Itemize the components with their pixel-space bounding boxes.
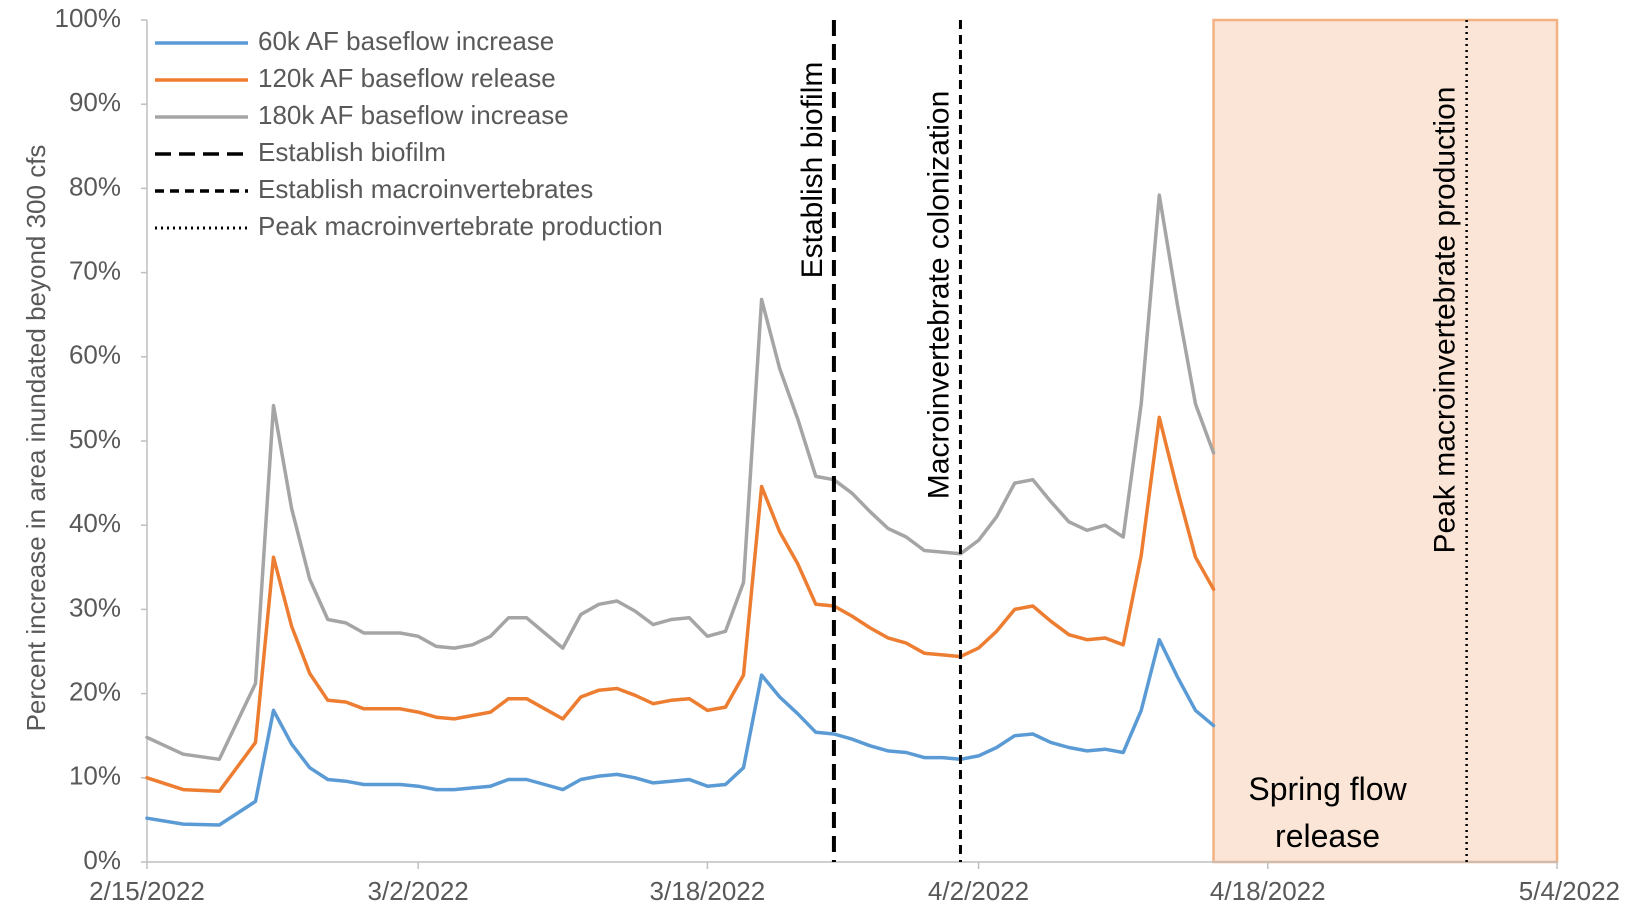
y-tick-label: 30% (69, 592, 121, 622)
x-tick-label: 4/2/2022 (928, 876, 1029, 906)
series-layer (145, 193, 1216, 827)
y-tick-label: 80% (69, 171, 121, 201)
y-tick-label: 60% (69, 340, 121, 370)
y-tick-label: 90% (69, 87, 121, 117)
legend-label-2: 120k AF baseflow release (258, 63, 556, 93)
region-label-line-2: release (1275, 818, 1380, 854)
y-tick-label: 70% (69, 255, 121, 285)
y-tick-label: 40% (69, 508, 121, 538)
legend-label-4: Establish biofilm (258, 137, 446, 167)
x-tick-label: 3/18/2022 (650, 876, 766, 906)
series-line-3 (145, 193, 1216, 762)
y-tick-label: 50% (69, 424, 121, 454)
legend-label-6: Peak macroinvertebrate production (258, 211, 663, 241)
x-tick-label: 4/18/2022 (1210, 876, 1326, 906)
vertical-line-label-2: Macroinvertebrate colonization (922, 91, 955, 500)
legend-label-1: 60k AF baseflow increase (258, 26, 554, 56)
shaded-region-layer: Spring flow release (1212, 18, 1559, 864)
vertical-lines-layer: Establish biofilm Macroinvertebrate colon… (796, 20, 1468, 862)
shaded-region-spring-flow (1212, 18, 1559, 864)
region-label-line-1: Spring flow (1248, 771, 1407, 807)
vertical-line-label-3: Peak macroinvertebrate production (1429, 87, 1462, 554)
legend-label-3: 180k AF baseflow increase (258, 100, 569, 130)
y-tick-label: 100% (55, 3, 122, 33)
y-tick-label: 20% (69, 676, 121, 706)
y-tick-label: 10% (69, 761, 121, 791)
legend-label-5: Establish macroinvertebrates (258, 174, 593, 204)
series-line-2 (145, 415, 1216, 794)
x-tick-label: 3/2/2022 (368, 876, 469, 906)
vertical-line-label-1: Establish biofilm (796, 62, 829, 279)
x-tick-label: 5/4/2022 (1519, 876, 1620, 906)
x-tick-label: 2/15/2022 (89, 876, 205, 906)
series-line-1 (145, 637, 1216, 827)
y-tick-label: 0% (83, 845, 121, 875)
legend: 60k AF baseflow increase 120k AF baseflow… (155, 26, 663, 241)
y-axis-title: Percent increase in area inundated beyon… (21, 145, 51, 732)
axes-layer: 0% 10% 20% 30% 40% 50% 60% 70% 80% 90% 100% 2/15/20… (55, 3, 1621, 906)
